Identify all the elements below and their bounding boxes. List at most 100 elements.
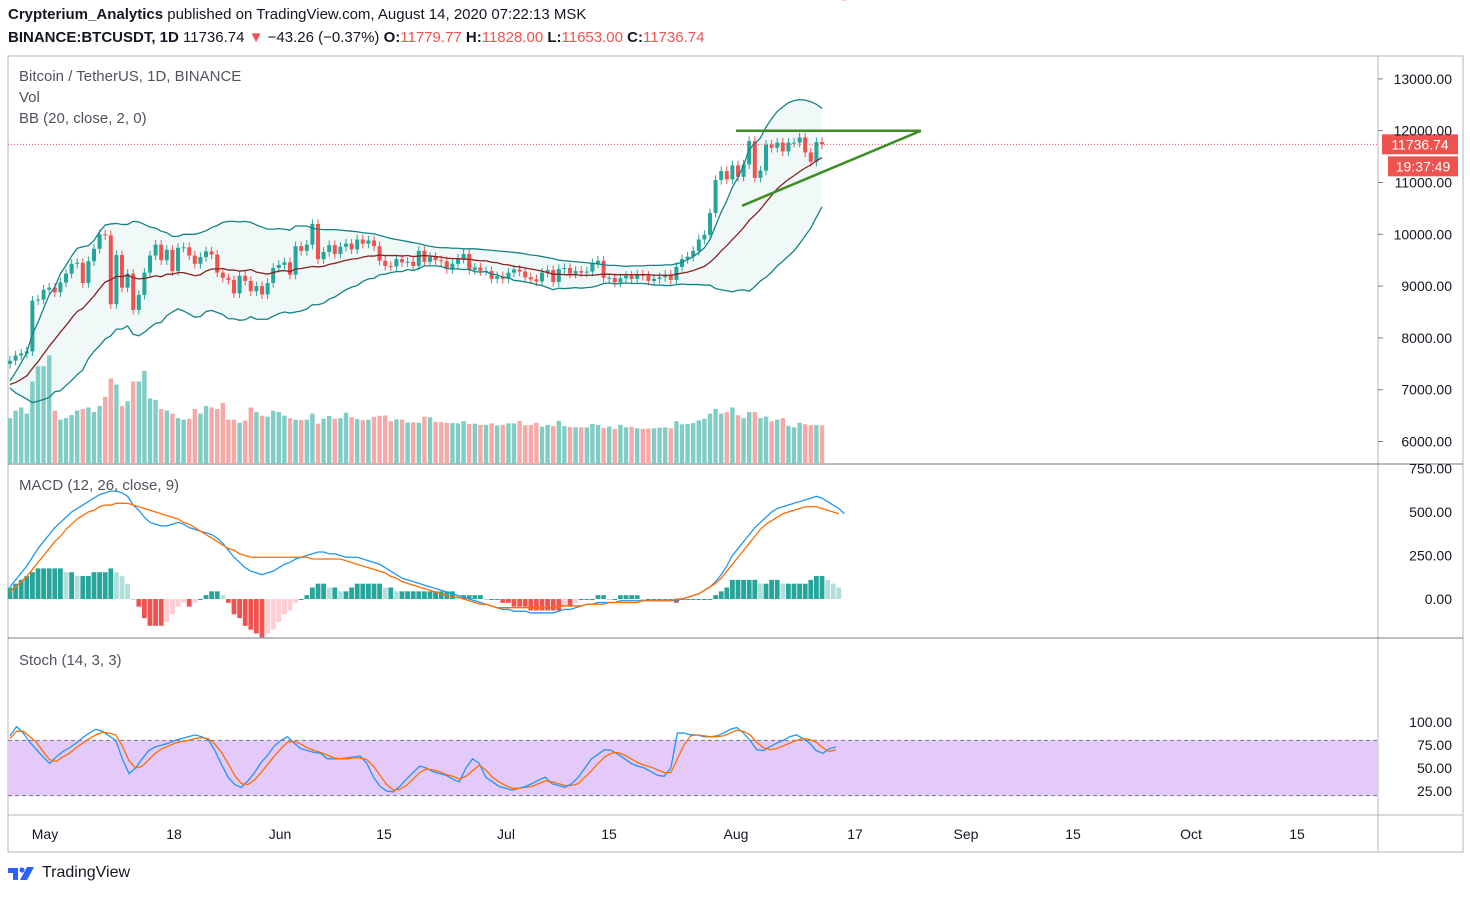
volume-bar [791, 427, 797, 464]
macd-histogram-bar [707, 599, 713, 600]
candle-body [36, 299, 40, 301]
macd-histogram-bar [539, 599, 545, 611]
legend-main[interactable]: Bitcoin / TetherUS, 1D, BINANCE [19, 68, 242, 85]
candle-body [58, 282, 63, 293]
macd-histogram-bar [422, 591, 427, 599]
macd-histogram-bar [254, 599, 259, 634]
macd-histogram-bar [360, 583, 366, 599]
candle-body [338, 246, 343, 254]
candle-body [24, 351, 29, 354]
volume-bar [808, 425, 813, 464]
volume-bar [500, 424, 505, 464]
macd-histogram-bar [763, 583, 769, 599]
volume-bar [455, 423, 461, 464]
macd-histogram-bar [170, 599, 175, 615]
macd-tick-label: 750.00 [1409, 461, 1452, 477]
candle-body [747, 141, 752, 165]
candle-body [663, 274, 668, 278]
volume-bar [483, 424, 489, 464]
macd-histogram-bar [836, 587, 842, 599]
macd-histogram-bar [842, 0, 847, 1]
volume-bar [97, 405, 102, 464]
volume-bar [741, 418, 746, 464]
candle-body [456, 258, 460, 264]
macd-histogram-bar [438, 591, 444, 599]
volume-bar [310, 413, 315, 464]
time-tick-label: 15 [601, 826, 617, 842]
volume-bar [567, 427, 573, 464]
candle-body [377, 246, 382, 261]
macd-histogram-bar [797, 583, 802, 599]
time-tick-label: Jun [269, 826, 292, 842]
candle-body [635, 274, 640, 279]
macd-histogram-bar [618, 595, 623, 599]
macd-histogram-bar [433, 591, 438, 599]
time-tick-label: May [32, 826, 58, 842]
candle-body [383, 260, 388, 266]
volume-bar [450, 423, 455, 464]
volume-bar [243, 420, 248, 464]
volume-bar [75, 410, 80, 464]
time-tick-label: Jul [497, 826, 515, 842]
legend-vol[interactable]: Vol [19, 89, 40, 106]
candle-body [428, 257, 432, 262]
close-label: C: [627, 29, 643, 46]
author-name[interactable]: Crypterium_Analytics [8, 6, 164, 23]
macd-histogram-bar [108, 568, 114, 599]
legend-macd[interactable]: MACD (12, 26, close, 9) [19, 477, 180, 494]
volume-bar [707, 413, 713, 464]
macd-histogram-bar [791, 583, 797, 599]
volume-bar [69, 415, 74, 464]
volume-bar [674, 421, 679, 464]
candle-body [97, 234, 102, 249]
volume-bar [511, 423, 517, 464]
macd-histogram-bar [86, 576, 91, 599]
volume-bar [427, 417, 433, 464]
candle-body [674, 266, 679, 280]
candle-body [75, 262, 80, 264]
macd-histogram-bar [349, 587, 354, 599]
price-tick-label: 11000.00 [1395, 175, 1453, 191]
macd-histogram-bar [752, 579, 758, 599]
macd-histogram-bar [718, 591, 724, 599]
macd-histogram-bar [58, 568, 63, 599]
volume-bar [220, 402, 225, 464]
macd-signal-line [9, 502, 839, 609]
volume-bar [366, 419, 371, 464]
macd-histogram-bar [668, 599, 674, 600]
macd-histogram-bar [702, 599, 707, 600]
volume-bar [388, 421, 393, 464]
candle-body [769, 144, 774, 148]
volume-bar [422, 416, 427, 464]
macd-histogram-bar [545, 599, 550, 611]
candle-body [534, 279, 539, 282]
volume-bar [315, 423, 321, 464]
macd-tick-label: 500.00 [1409, 504, 1452, 520]
volume-bar [147, 398, 153, 464]
macd-histogram-bar [522, 599, 528, 607]
candle-body [30, 300, 35, 352]
volume-bar [679, 424, 685, 464]
candle-body [562, 267, 567, 270]
legend-bb[interactable]: BB (20, close, 2, 0) [19, 110, 147, 127]
legend-stoch[interactable]: Stoch (14, 3, 3) [19, 652, 122, 669]
volume-bar [299, 420, 304, 464]
candle-body [411, 261, 416, 266]
macd-histogram-bar [259, 599, 265, 638]
volume-bar [13, 410, 18, 464]
candle-body [114, 255, 119, 305]
volume-bar [713, 409, 718, 464]
volume-bar [394, 419, 399, 464]
candle-body [803, 137, 808, 153]
volume-bar [780, 418, 785, 464]
candle-body [820, 142, 824, 145]
macd-histogram-bar [332, 587, 338, 599]
tradingview-logo[interactable]: TradingView [8, 864, 130, 882]
price-tick-label: 9000.00 [1401, 278, 1452, 294]
macd-histogram-bar [220, 595, 226, 599]
macd-histogram-bar [556, 599, 562, 611]
macd-histogram-bar [91, 572, 97, 599]
volume-bar [355, 419, 360, 464]
candle-body [69, 263, 74, 274]
